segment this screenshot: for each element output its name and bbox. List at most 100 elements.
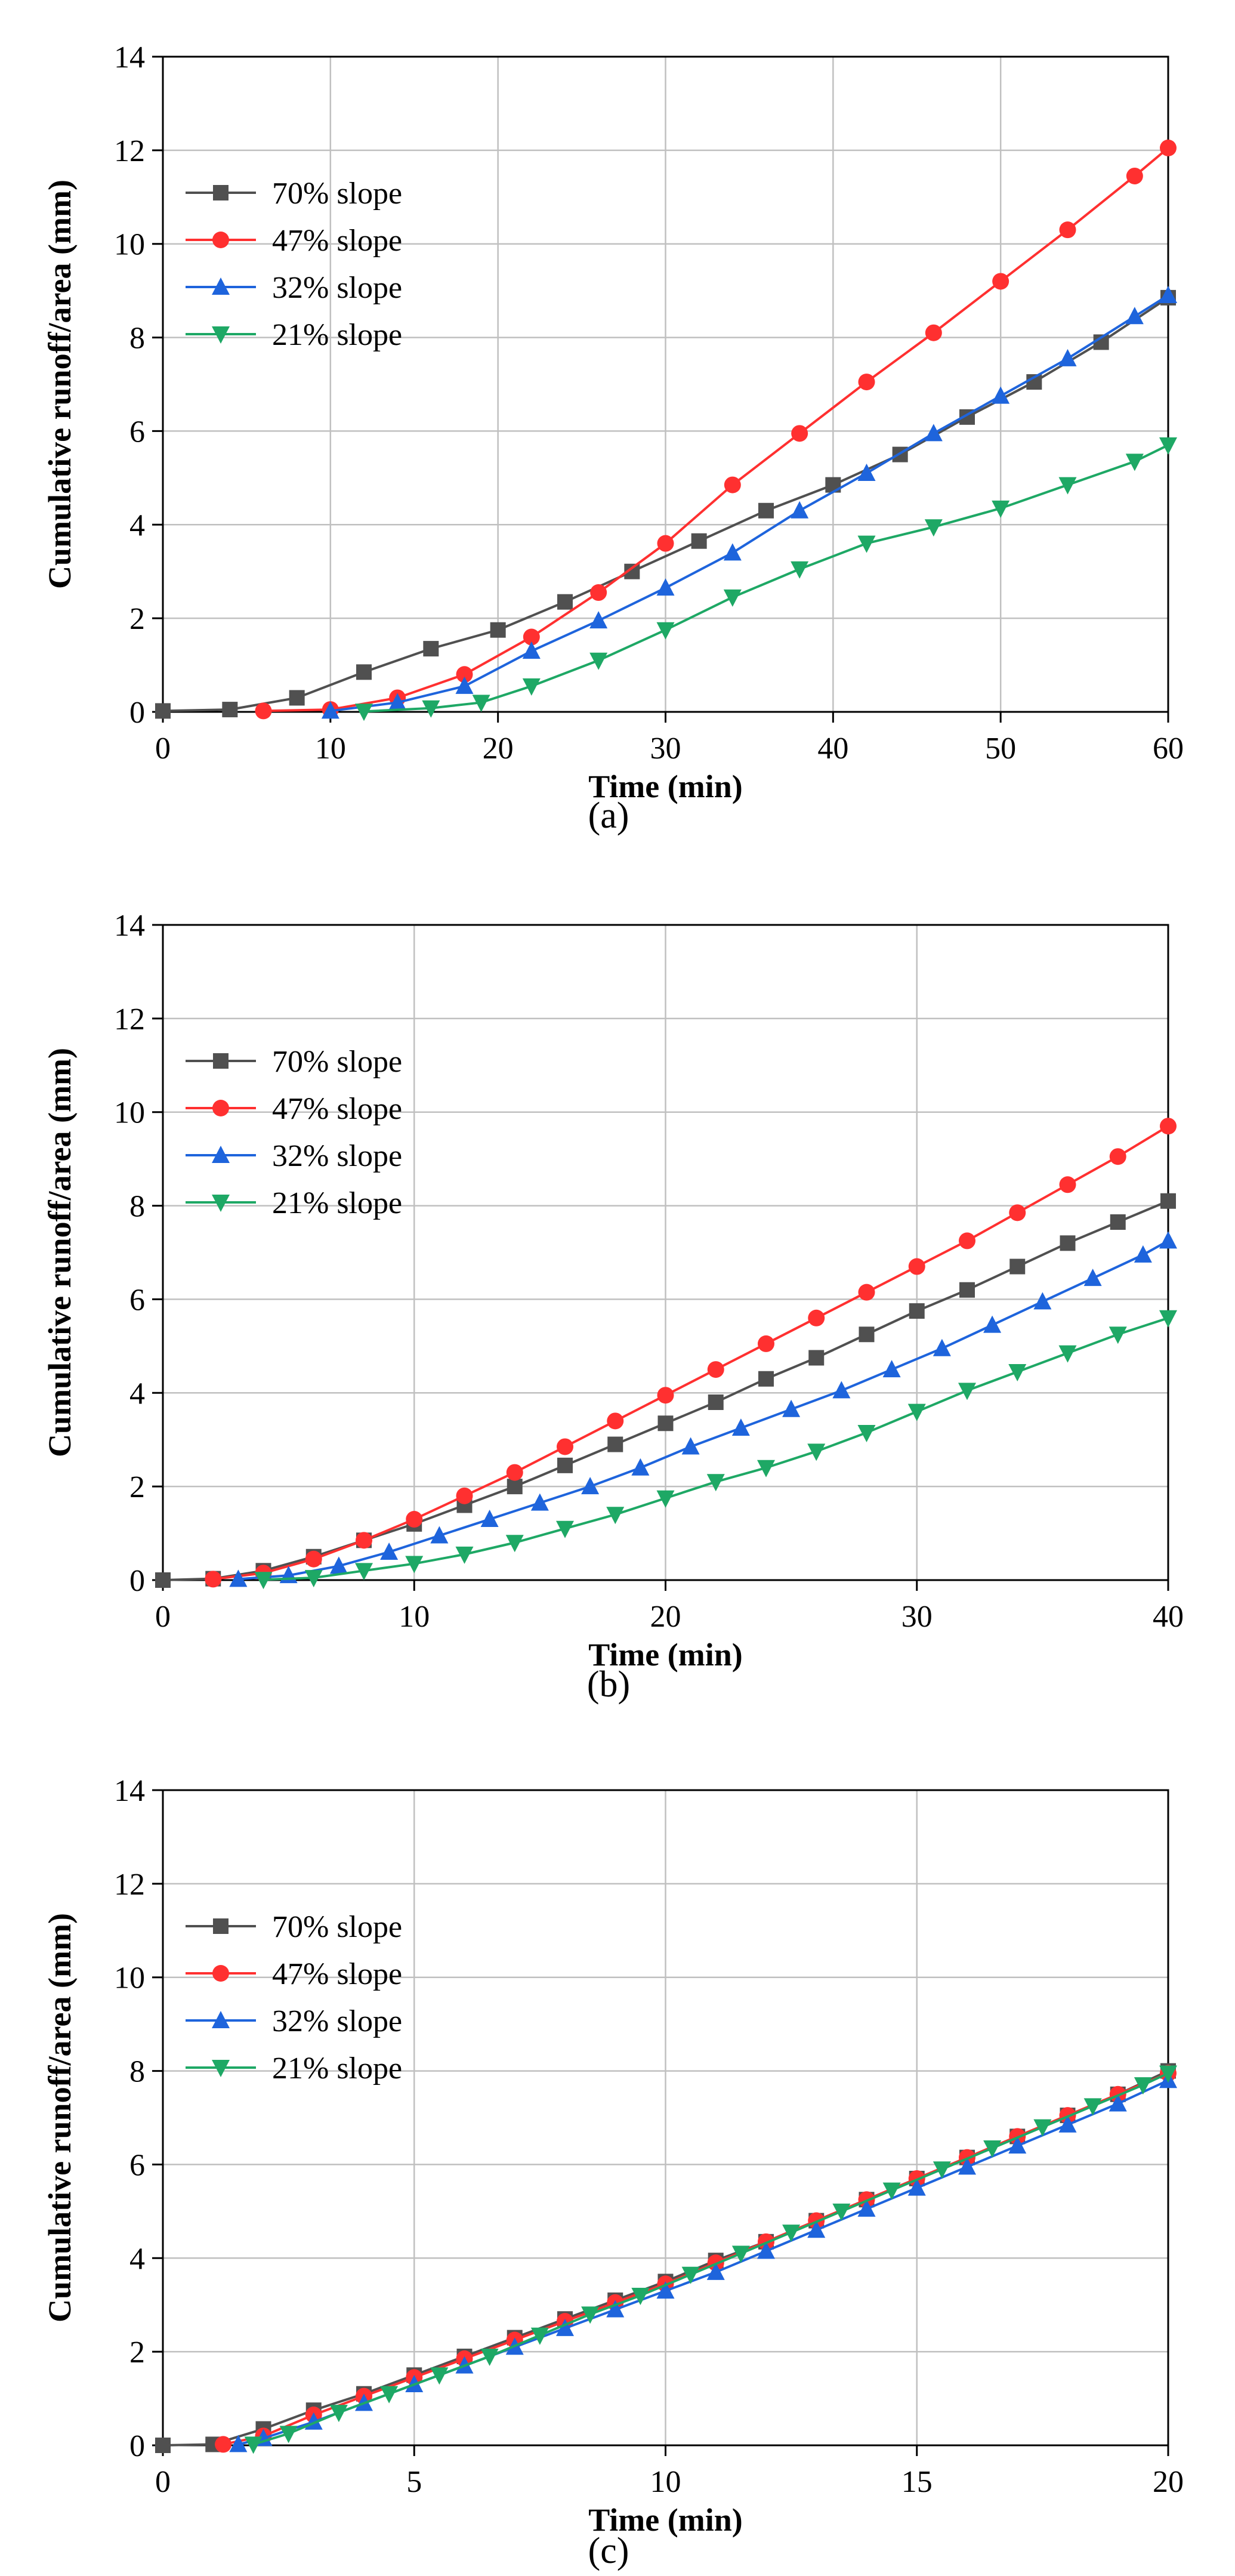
y-tick-label: 4 xyxy=(129,1377,145,1411)
data-point-32-slope xyxy=(924,424,943,442)
data-point-32-slope xyxy=(229,1569,248,1587)
data-point-70-slope xyxy=(959,1282,975,1298)
legend-label: 21% slope xyxy=(272,318,402,352)
data-point-47-slope xyxy=(255,702,272,720)
data-point-21-slope xyxy=(581,2306,600,2324)
chart-panel-a: 0 10 20 30 40 50 60 Time (min) 0 2 4 6 8 10 12 14 Cumula… xyxy=(42,41,1184,836)
panel-label: (b) xyxy=(587,1664,630,1705)
y-tick-label: 14 xyxy=(114,909,145,943)
data-point-21-slope xyxy=(857,535,876,553)
data-point-47-slope xyxy=(1059,221,1076,239)
data-point-32-slope xyxy=(589,611,608,629)
legend-label: 70% slope xyxy=(272,1910,402,1944)
data-point-21-slope xyxy=(405,1556,424,1574)
data-point-21-slope xyxy=(422,700,440,718)
legend-marker xyxy=(212,1195,230,1212)
data-point-47-slope xyxy=(523,628,540,646)
legend-marker xyxy=(212,1965,229,1982)
legend-marker xyxy=(212,1100,229,1116)
data-point-32-slope xyxy=(1058,348,1077,366)
data-point-70-slope xyxy=(1009,1258,1026,1275)
y-tick-label: 2 xyxy=(129,2336,145,2370)
x-tick-label: 0 xyxy=(155,2465,171,2499)
x-axis: 0 5 10 15 20 Time (min) xyxy=(155,2445,1184,2538)
y-axis-title: Cumulative runoff/area (mm) xyxy=(42,180,78,589)
data-point-32-slope xyxy=(807,2220,826,2238)
data-point-70-slope xyxy=(557,1457,573,1473)
data-point-32-slope xyxy=(992,386,1010,404)
data-point-70-slope xyxy=(155,703,171,719)
y-axis: 0 2 4 6 8 10 12 14 Cumulative runoff/area (mm) xyxy=(42,1774,163,2463)
data-point-32-slope xyxy=(380,1542,399,1560)
data-point-70-slope xyxy=(1110,1214,1126,1230)
x-tick-label: 60 xyxy=(1153,732,1184,766)
data-point-21-slope xyxy=(882,2182,901,2200)
data-point-32-slope xyxy=(321,701,339,719)
y-tick-label: 12 xyxy=(114,1868,145,1902)
data-point-47-slope xyxy=(1126,167,1143,184)
data-point-21-slope xyxy=(1008,1363,1027,1381)
chart-panel-c: 0 5 10 15 20 Time (min) 0 2 4 6 8 10 12 14 Cumulative … xyxy=(42,1774,1184,2571)
x-tick-label: 15 xyxy=(901,2465,933,2499)
data-point-70-slope xyxy=(909,1303,925,1319)
data-point-70-slope xyxy=(1160,1193,1176,1209)
data-point-32-slope xyxy=(857,2199,876,2217)
y-tick-label: 12 xyxy=(114,1002,145,1036)
data-point-32-slope xyxy=(782,1399,801,1417)
data-point-70-slope xyxy=(808,1350,825,1366)
data-point-32-slope xyxy=(329,1556,348,1574)
y-tick-label: 10 xyxy=(114,1096,145,1130)
data-point-32-slope xyxy=(907,2178,926,2196)
data-point-70-slope xyxy=(607,1436,623,1452)
y-axis-title: Cumulative runoff/area (mm) xyxy=(42,1048,78,1457)
data-point-32-slope xyxy=(656,2281,675,2299)
series-group xyxy=(155,2063,1177,2454)
data-point-70-slope xyxy=(155,2438,171,2453)
legend-label: 21% slope xyxy=(272,1186,402,1220)
y-tick-label: 6 xyxy=(129,415,145,449)
panel-label: (c) xyxy=(588,2531,629,2571)
x-tick-label: 20 xyxy=(483,732,514,766)
data-point-47-slope xyxy=(657,535,674,552)
legend-label: 47% slope xyxy=(272,224,402,258)
legend-marker xyxy=(212,326,230,344)
legend-label: 47% slope xyxy=(272,1092,402,1126)
data-point-47-slope xyxy=(506,1464,523,1481)
data-point-21-slope xyxy=(254,1572,273,1590)
data-point-70-slope xyxy=(708,1394,724,1410)
y-tick-label: 6 xyxy=(129,1283,145,1317)
data-point-70-slope xyxy=(490,622,506,638)
data-point-47-slope xyxy=(590,584,607,601)
chart-panel-b: 0 10 20 30 40 Time (min) 0 2 4 6 8 10 12 14 Cumulative… xyxy=(42,909,1184,1705)
legend-marker xyxy=(212,2011,230,2028)
x-tick-label: 10 xyxy=(399,1600,430,1634)
data-point-70-slope xyxy=(423,641,439,657)
series-line-47-slope xyxy=(213,1125,1169,1581)
series-group xyxy=(155,1118,1177,1590)
legend-marker xyxy=(213,1918,229,1934)
data-point-32-slope xyxy=(430,1526,449,1544)
data-point-21-slope xyxy=(706,1474,725,1492)
data-point-21-slope xyxy=(1125,454,1144,471)
data-point-32-slope xyxy=(1083,1269,1102,1287)
y-tick-label: 0 xyxy=(129,2429,145,2463)
y-tick-label: 14 xyxy=(114,1774,145,1808)
data-point-47-slope xyxy=(908,1258,925,1275)
y-tick-label: 10 xyxy=(114,228,145,262)
panel-label: (a) xyxy=(588,795,629,836)
data-point-32-slope xyxy=(958,2157,976,2175)
data-point-32-slope xyxy=(723,543,742,561)
x-axis: 0 10 20 30 40 Time (min) xyxy=(155,1580,1184,1673)
data-point-47-slope xyxy=(607,1412,624,1430)
data-point-21-slope xyxy=(430,2367,449,2385)
legend-marker xyxy=(212,232,229,248)
legend-label: 70% slope xyxy=(272,177,402,211)
data-point-21-slope xyxy=(1058,1345,1077,1363)
series-line-32-slope xyxy=(238,1239,1169,1581)
data-point-32-slope xyxy=(556,2318,574,2336)
x-tick-label: 20 xyxy=(1153,2465,1184,2499)
data-point-47-slope xyxy=(205,1571,222,1588)
data-point-21-slope xyxy=(857,1424,876,1442)
data-point-70-slope xyxy=(222,702,238,718)
data-point-21-slope xyxy=(958,1383,976,1400)
